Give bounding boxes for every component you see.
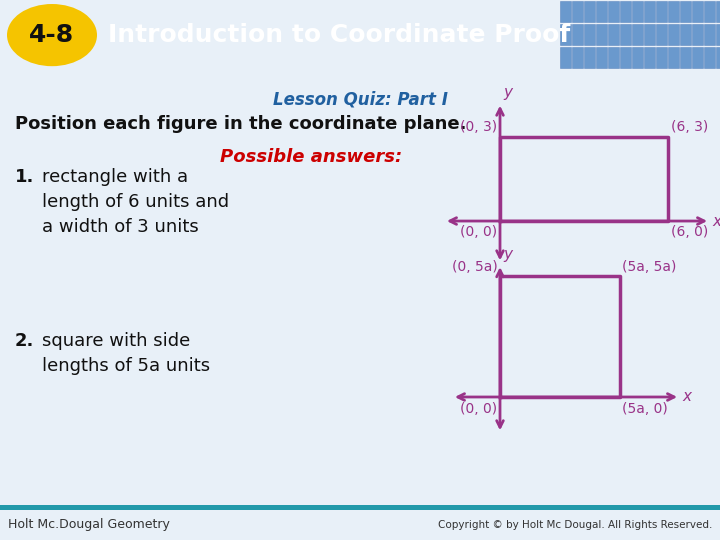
Bar (716, 1, 720, 22)
Bar (596, 24, 607, 45)
Bar (644, 47, 655, 68)
Bar (620, 1, 631, 22)
Bar (680, 1, 691, 22)
Text: Position each figure in the coordinate plane.: Position each figure in the coordinate p… (15, 116, 467, 133)
Bar (620, 24, 631, 45)
Bar (644, 24, 655, 45)
Bar (704, 24, 715, 45)
Bar (632, 47, 643, 68)
Text: Lesson Quiz: Part I: Lesson Quiz: Part I (273, 90, 447, 109)
Text: x: x (683, 389, 691, 404)
Text: square with side
lengths of 5a units: square with side lengths of 5a units (42, 332, 210, 375)
Bar (560, 47, 571, 68)
Text: (0, 0): (0, 0) (460, 225, 498, 239)
Text: (0, 3): (0, 3) (460, 120, 498, 134)
Bar (608, 1, 619, 22)
Bar (608, 47, 619, 68)
Bar (596, 47, 607, 68)
Text: (0, 5a): (0, 5a) (452, 260, 498, 274)
Bar (644, 1, 655, 22)
Bar (560, 24, 571, 45)
Bar (632, 1, 643, 22)
Bar (620, 47, 631, 68)
Bar (692, 1, 703, 22)
Bar (608, 24, 619, 45)
Bar (584, 47, 595, 68)
Text: 1.: 1. (15, 168, 35, 186)
Ellipse shape (7, 4, 97, 66)
Bar (572, 47, 583, 68)
Bar (572, 1, 583, 22)
Bar (0, 505, 720, 510)
Text: (5a, 0): (5a, 0) (622, 402, 668, 416)
Text: (6, 0): (6, 0) (671, 225, 708, 239)
Bar (584, 1, 595, 22)
Bar (716, 24, 720, 45)
Bar (704, 47, 715, 68)
Text: (5a, 5a): (5a, 5a) (622, 260, 677, 274)
Bar (680, 47, 691, 68)
Text: rectangle with a
length of 6 units and
a width of 3 units: rectangle with a length of 6 units and a… (42, 168, 229, 236)
Text: Introduction to Coordinate Proof: Introduction to Coordinate Proof (108, 23, 570, 47)
Bar (584, 24, 595, 45)
Bar (680, 24, 691, 45)
Text: (0, 0): (0, 0) (461, 402, 498, 416)
Bar (692, 24, 703, 45)
Text: y: y (503, 247, 512, 262)
Bar (704, 1, 715, 22)
Bar (572, 24, 583, 45)
Bar (692, 47, 703, 68)
Bar (656, 24, 667, 45)
Text: Holt Mc.Dougal Geometry: Holt Mc.Dougal Geometry (8, 518, 170, 531)
Bar (632, 24, 643, 45)
Bar (716, 47, 720, 68)
Text: Possible answers:: Possible answers: (220, 147, 402, 166)
Bar (656, 47, 667, 68)
Bar (668, 24, 679, 45)
Text: y: y (503, 85, 513, 100)
Bar (656, 1, 667, 22)
Text: Copyright © by Holt Mc Dougal. All Rights Reserved.: Copyright © by Holt Mc Dougal. All Right… (438, 520, 712, 530)
Bar (560, 1, 571, 22)
Text: 2.: 2. (15, 332, 35, 349)
Bar (668, 1, 679, 22)
Text: (6, 3): (6, 3) (671, 120, 708, 134)
Text: 4-8: 4-8 (30, 23, 75, 47)
Bar (596, 1, 607, 22)
Bar (668, 47, 679, 68)
Text: x: x (713, 213, 720, 228)
